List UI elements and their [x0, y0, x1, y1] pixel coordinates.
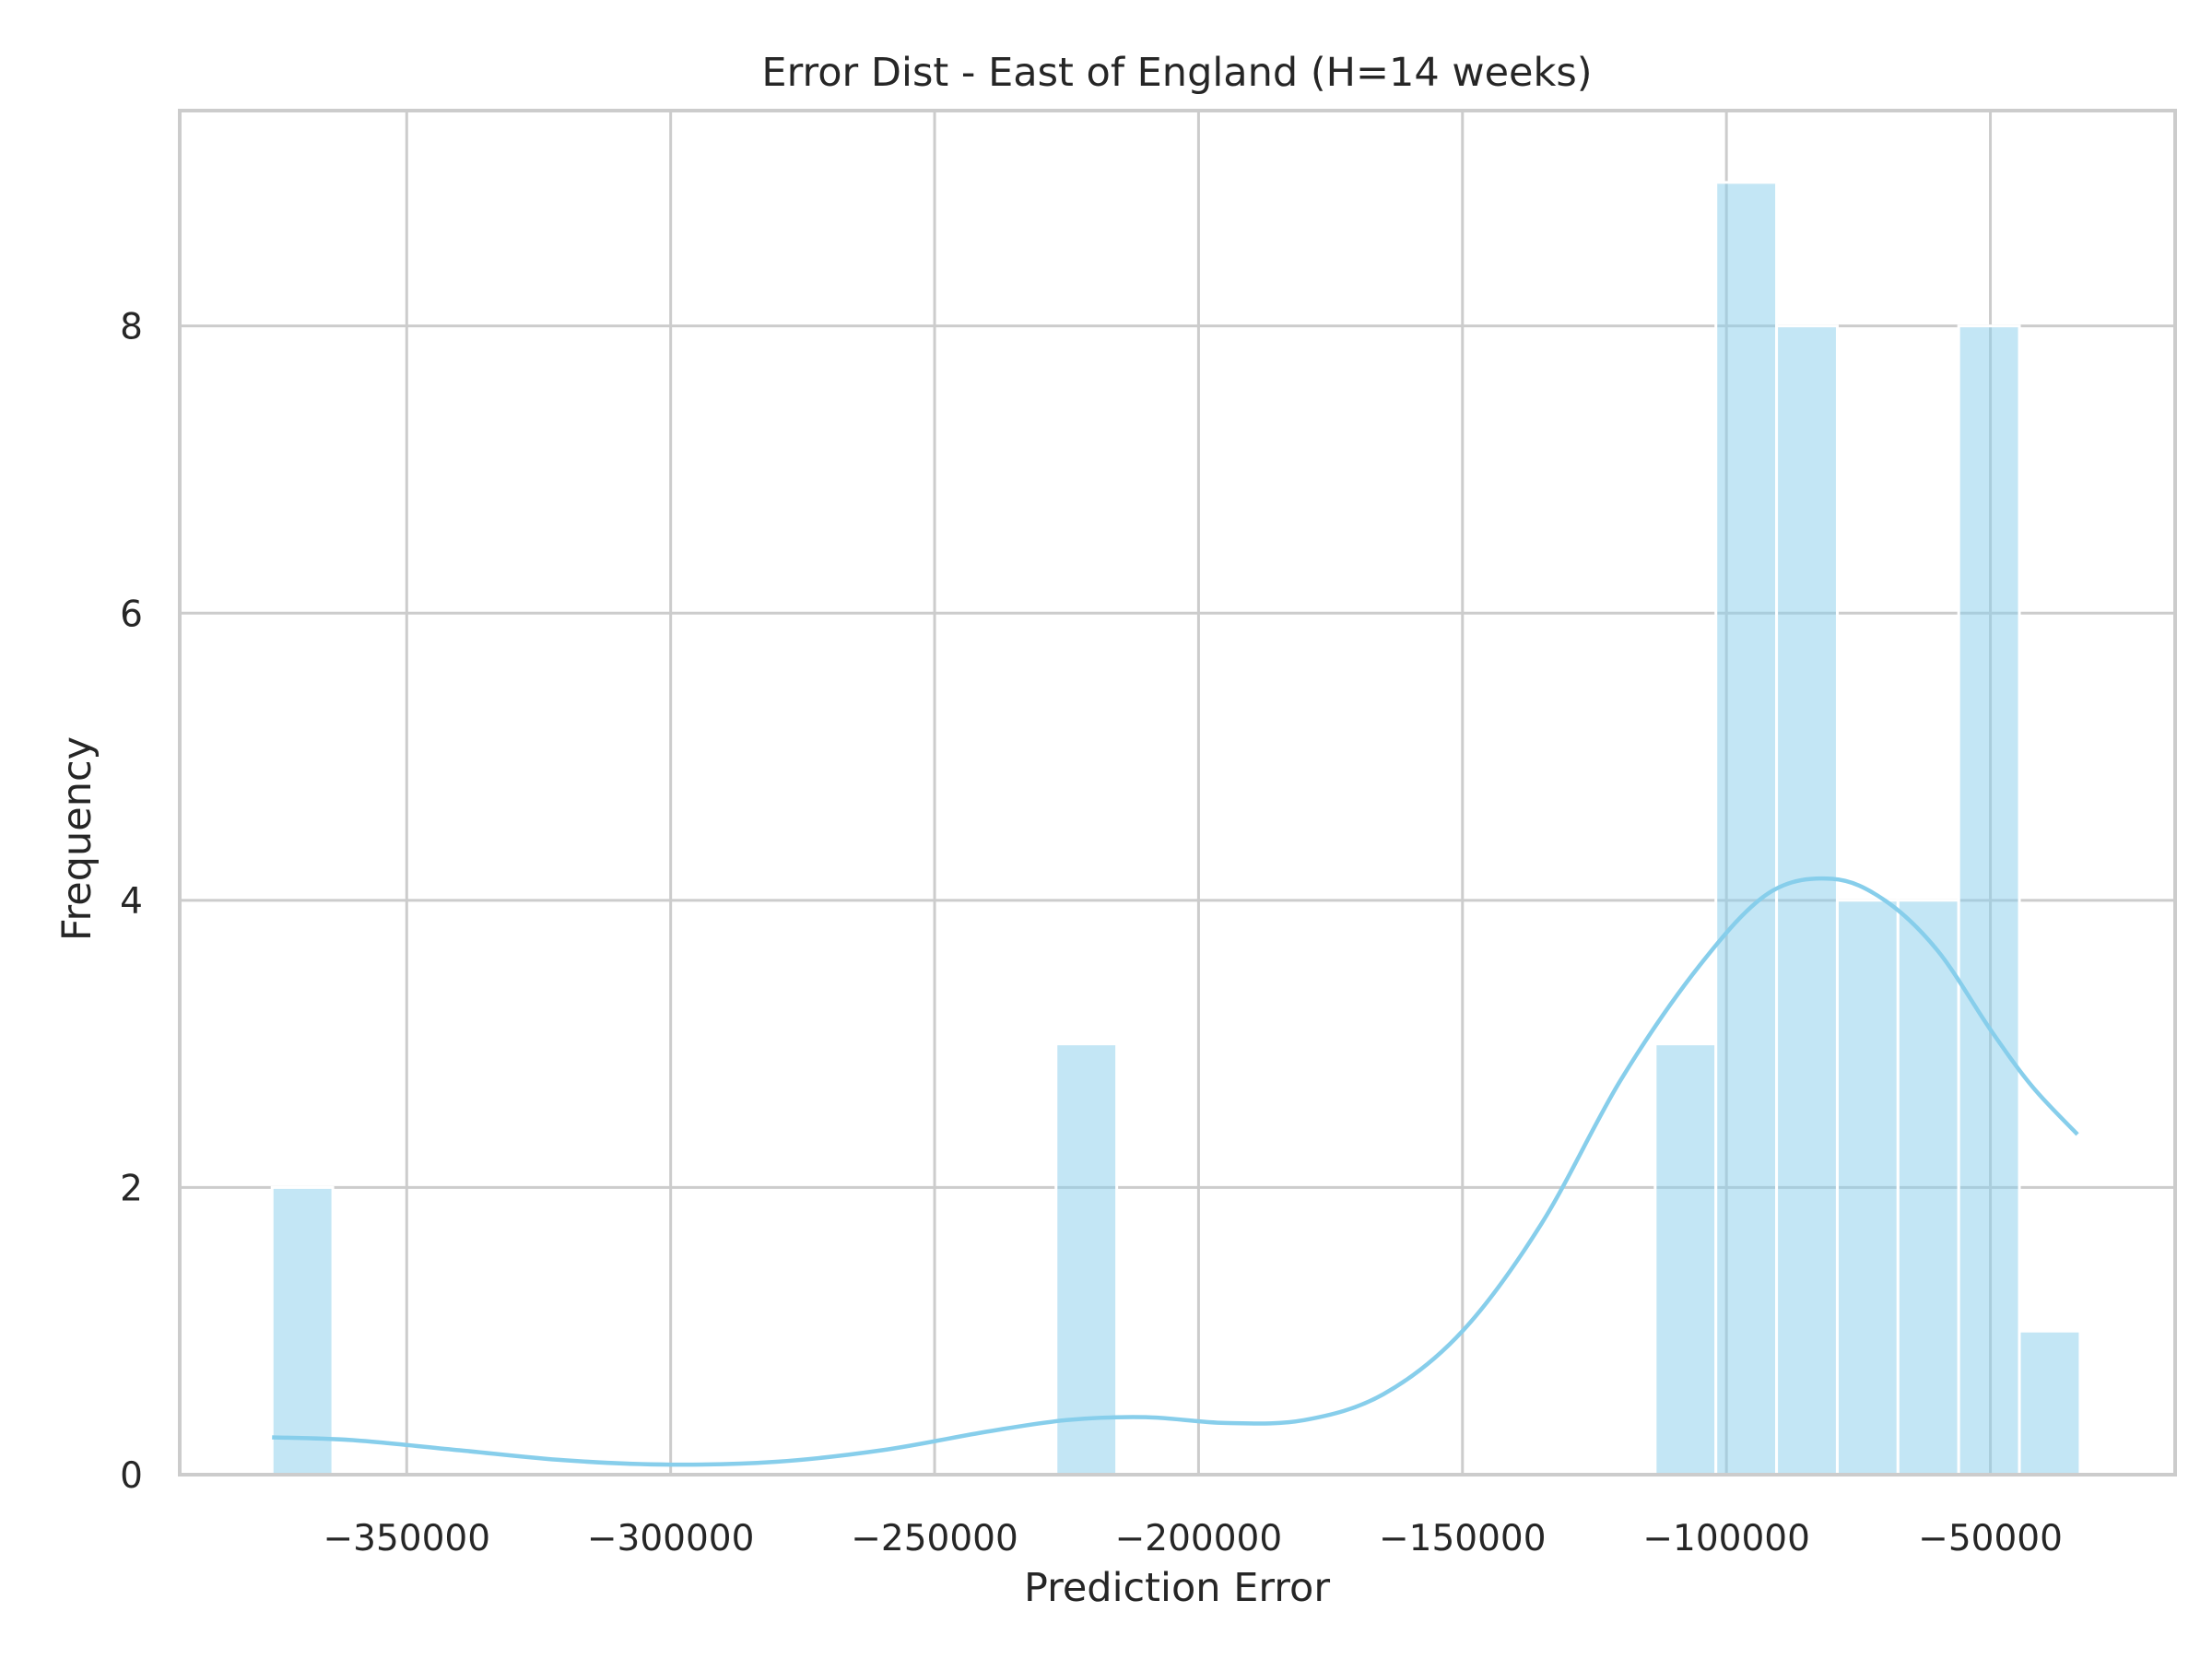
y-tick-label: 6	[120, 594, 143, 635]
y-tick-label: 4	[120, 881, 143, 923]
plot-frame	[178, 109, 2177, 1477]
histogram-bar	[1957, 324, 2021, 1477]
x-axis-label: Prediction Error	[1024, 1565, 1330, 1611]
histogram-bar	[1775, 324, 1839, 1477]
y-tick-label: 8	[120, 307, 143, 348]
kde-curve-group	[272, 876, 2079, 1467]
x-tick-label: −150000	[1379, 1518, 1547, 1559]
histogram-bar	[270, 1185, 335, 1477]
x-tick-label: −200000	[1115, 1518, 1283, 1559]
y-tick-label: 0	[120, 1455, 143, 1497]
x-tick-label: −300000	[587, 1518, 755, 1559]
histogram-bar	[2018, 1329, 2082, 1477]
histogram-bar	[1714, 181, 1779, 1477]
x-tick-label: −100000	[1642, 1518, 1810, 1559]
kde-curve	[272, 876, 2079, 1467]
x-tick-label: −350000	[324, 1518, 491, 1559]
histogram-bar	[1653, 1042, 1718, 1477]
x-tick-label: −50000	[1918, 1518, 2063, 1559]
tick-labels: −350000 −300000 −250000 −200000 −150000 −1000…	[120, 307, 2063, 1559]
y-axis-label: Frequency	[54, 736, 100, 941]
x-tick-label: −250000	[851, 1518, 1018, 1559]
chart-title: Error Dist - East of England (H=14 weeks…	[761, 50, 1592, 96]
histogram-bar	[1835, 899, 1900, 1477]
axes-frame	[178, 109, 2177, 1477]
histogram-bar	[1054, 1042, 1119, 1477]
histogram-bar	[1896, 899, 1960, 1477]
histogram-bars	[270, 181, 2082, 1477]
y-tick-label: 2	[120, 1168, 143, 1209]
